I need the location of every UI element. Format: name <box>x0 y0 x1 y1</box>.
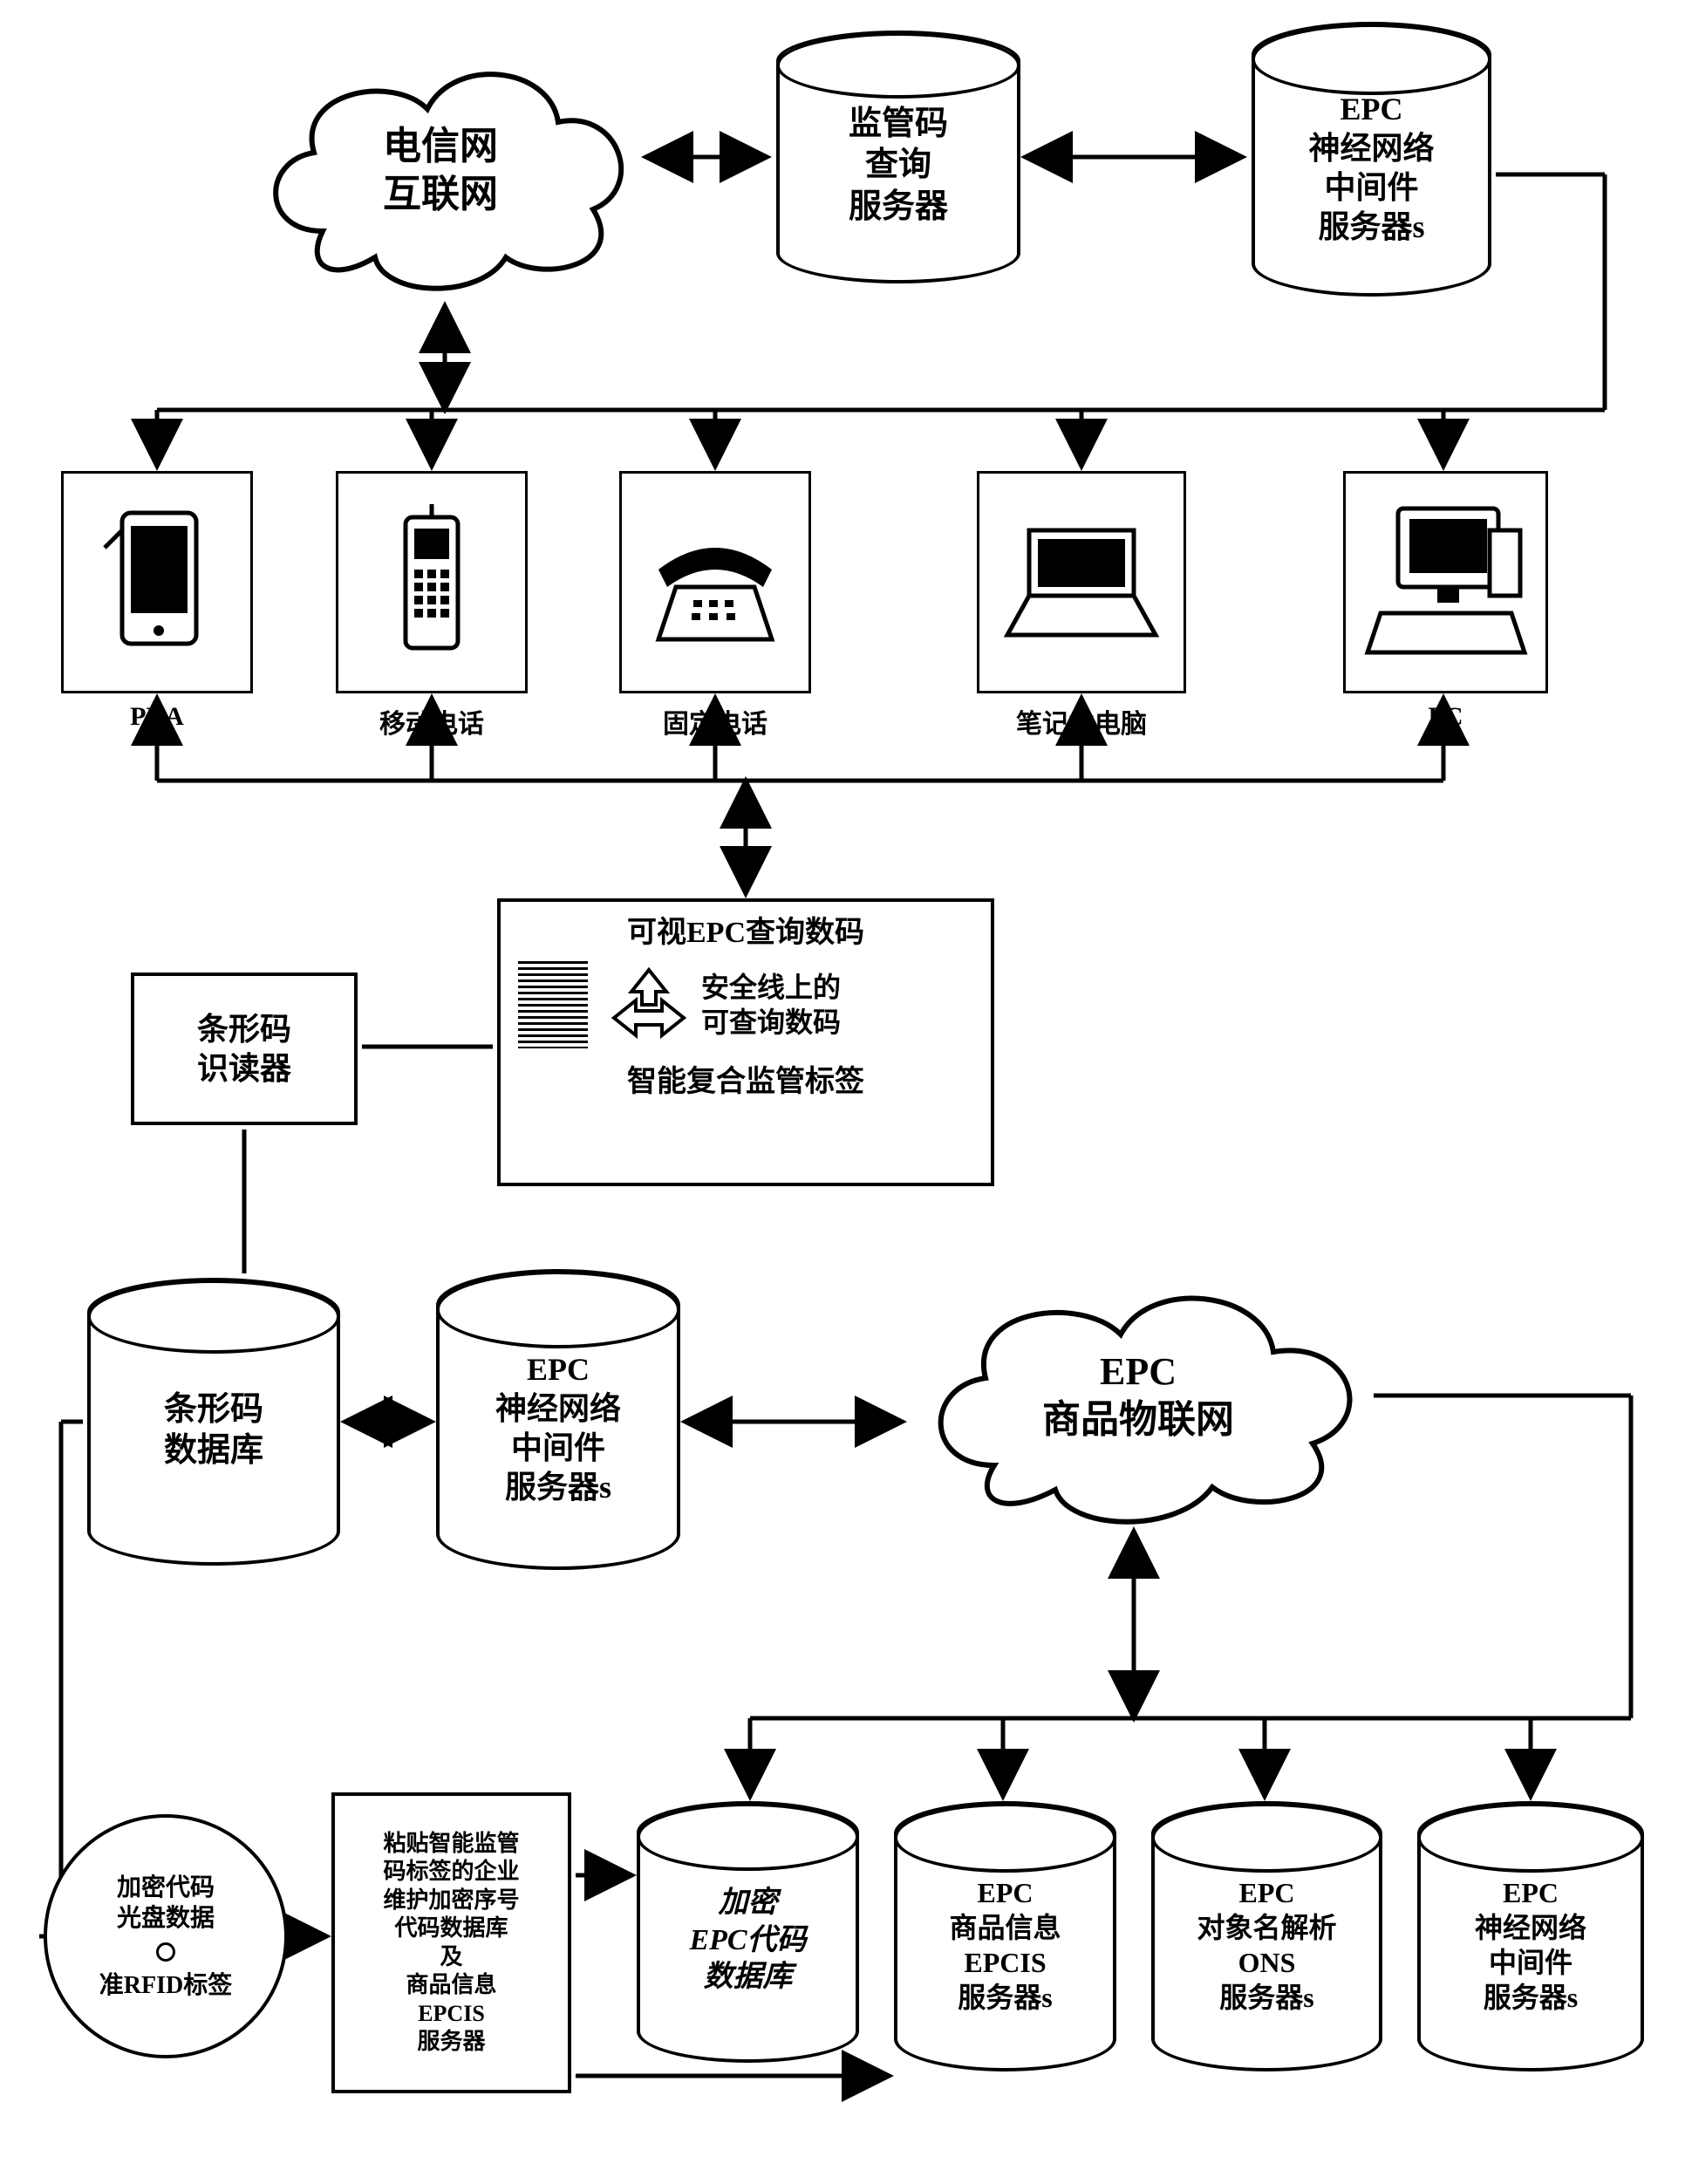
device-landline <box>619 471 811 693</box>
epc-nn-mid-label: EPC 神经网络 中间件 服务器s <box>495 1350 621 1507</box>
smart-label-title: 可视EPC查询数码 <box>518 915 973 952</box>
cylinder-encrypt-epc: 加密 EPC代码 数据库 <box>637 1801 859 2063</box>
ons-label: EPC 对象名解析 ONS 服务器s <box>1197 1875 1336 2015</box>
disc-text-bottom: 准RFID标签 <box>99 1970 232 2001</box>
mobile-icon <box>388 504 475 661</box>
device-mobile <box>336 471 528 693</box>
disc-rfid: 加密代码 光盘数据 准RFID标签 <box>44 1814 288 2058</box>
pc-icon <box>1359 500 1533 665</box>
swap-arrows-icon <box>605 961 692 1048</box>
epc-nn-bot-label: EPC 神经网络 中间件 服务器s <box>1475 1875 1586 2015</box>
landline-icon <box>641 517 789 648</box>
pda-icon <box>100 504 214 661</box>
barcode-reader-label: 条形码 识读器 <box>197 1010 291 1089</box>
mobile-caption: 移动电话 <box>336 702 528 741</box>
epc-iot-label: EPC 商品物联网 <box>1042 1348 1234 1443</box>
device-pda <box>61 471 253 693</box>
enterprise-label: 粘贴智能监管 码标签的企业 维护加密序号 代码数据库 及 商品信息 EPCIS … <box>383 1830 519 2057</box>
pda-caption: PDA <box>61 702 253 732</box>
epcis-label: EPC 商品信息 EPCIS 服务器s <box>949 1875 1061 2015</box>
cloud-telecom-internet: 电信网 互联网 <box>244 39 637 301</box>
rect-enterprise: 粘贴智能监管 码标签的企业 维护加密序号 代码数据库 及 商品信息 EPCIS … <box>331 1792 571 2093</box>
disc-hole-icon <box>156 1942 175 1962</box>
disc-text-top: 加密代码 光盘数据 <box>117 1873 215 1934</box>
cylinder-ons: EPC 对象名解析 ONS 服务器s <box>1151 1801 1382 2071</box>
pc-caption: PC <box>1343 702 1548 732</box>
smart-label-line2: 安全线上的 可查询数码 <box>701 970 841 1040</box>
barcode-db-label: 条形码 数据库 <box>164 1389 263 1472</box>
device-laptop <box>977 471 1186 693</box>
laptop-icon <box>994 517 1169 648</box>
laptop-caption: 笔记本电脑 <box>959 702 1204 741</box>
encrypt-epc-label: 加密 EPC代码 数据库 <box>689 1885 806 1996</box>
cylinder-epc-nn-top: EPC 神经网络 中间件 服务器s <box>1252 22 1491 297</box>
rect-barcode-reader: 条形码 识读器 <box>131 973 358 1125</box>
document-smart-label: 可视EPC查询数码 安全线上的 可查询数码 智能复合监管标签 <box>497 898 994 1186</box>
device-pc <box>1343 471 1548 693</box>
landline-caption: 固定电话 <box>619 702 811 741</box>
cylinder-epc-nn-mid: EPC 神经网络 中间件 服务器s <box>436 1269 680 1570</box>
epc-nn-top-label: EPC 神经网络 中间件 服务器s <box>1308 90 1434 247</box>
cylinder-epc-nn-bot: EPC 神经网络 中间件 服务器s <box>1417 1801 1644 2071</box>
cylinder-barcode-db: 条形码 数据库 <box>87 1278 340 1566</box>
barcode-icon <box>518 961 588 1048</box>
cylinder-supervise-query: 监管码 查询 服务器 <box>776 31 1020 283</box>
cylinder-epcis: EPC 商品信息 EPCIS 服务器s <box>894 1801 1116 2071</box>
smart-label-line3: 智能复合监管标签 <box>518 1064 973 1102</box>
cloud-epc-iot: EPC 商品物联网 <box>907 1265 1369 1526</box>
cloud-telecom-label: 电信网 互联网 <box>383 122 498 218</box>
supervise-query-label: 监管码 查询 服务器 <box>849 104 948 229</box>
